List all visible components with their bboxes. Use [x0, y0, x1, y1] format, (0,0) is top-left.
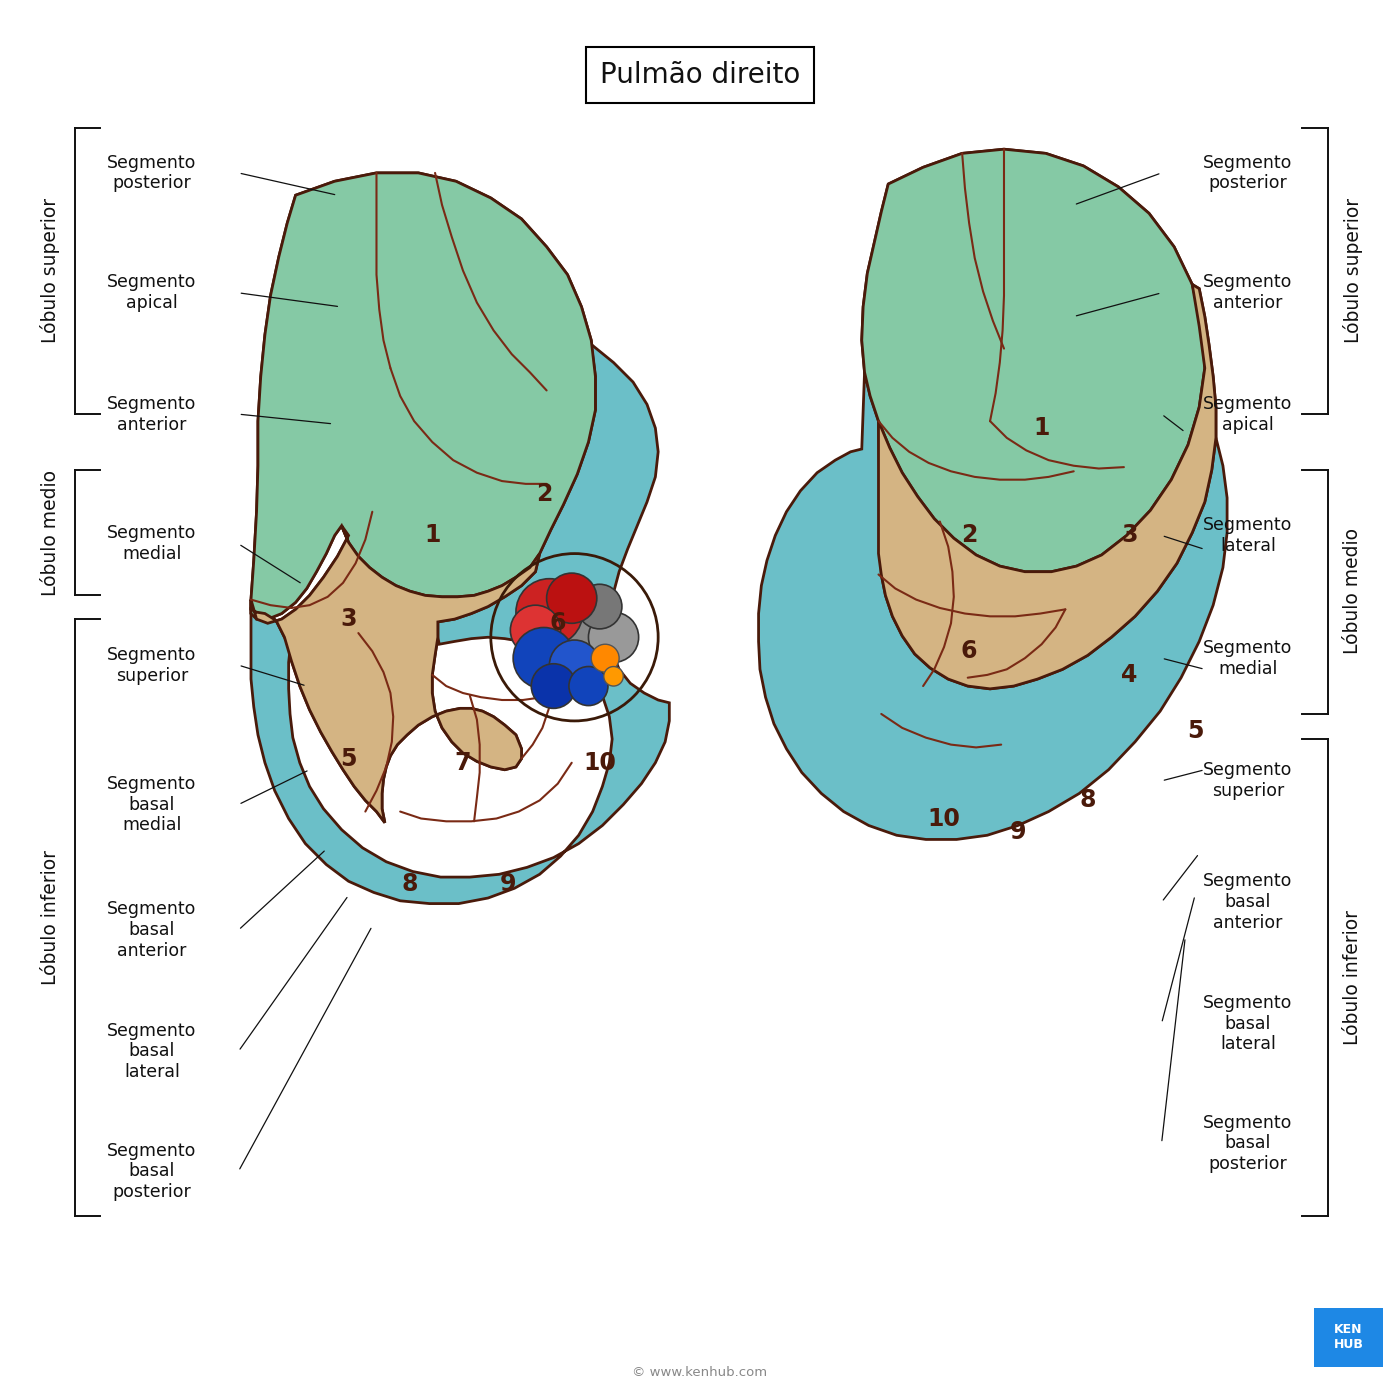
Text: Lóbulo inferior: Lóbulo inferior — [41, 850, 60, 986]
Text: 1: 1 — [424, 524, 441, 547]
Text: KEN
HUB: KEN HUB — [1333, 1323, 1364, 1351]
Text: Segmento
basal
medial: Segmento basal medial — [108, 774, 196, 834]
Polygon shape — [251, 525, 539, 823]
Text: Lóbulo medio: Lóbulo medio — [41, 469, 60, 595]
Polygon shape — [759, 372, 1226, 840]
Polygon shape — [878, 284, 1217, 689]
Circle shape — [546, 573, 596, 623]
Text: Segmento
anterior: Segmento anterior — [1204, 273, 1292, 312]
Text: 5: 5 — [1187, 718, 1203, 742]
Text: Segmento
basal
anterior: Segmento basal anterior — [1204, 872, 1292, 932]
Text: Segmento
superior: Segmento superior — [1204, 762, 1292, 801]
Text: 3: 3 — [340, 608, 357, 631]
Polygon shape — [251, 344, 669, 903]
Text: 6: 6 — [960, 640, 977, 664]
Circle shape — [568, 666, 608, 706]
Text: 4: 4 — [1121, 664, 1138, 687]
Text: Lóbulo superior: Lóbulo superior — [1343, 197, 1362, 343]
Circle shape — [577, 584, 622, 629]
Text: 1: 1 — [1033, 416, 1050, 440]
Text: Lóbulo superior: Lóbulo superior — [41, 197, 60, 343]
Text: Segmento
posterior: Segmento posterior — [1204, 154, 1292, 192]
Polygon shape — [251, 525, 539, 823]
Text: Segmento
lateral: Segmento lateral — [1204, 517, 1292, 554]
Circle shape — [549, 640, 599, 690]
Polygon shape — [862, 150, 1205, 571]
Text: Segmento
medial: Segmento medial — [1204, 638, 1292, 678]
Text: Segmento
basal
lateral: Segmento basal lateral — [108, 1022, 196, 1081]
Text: Segmento
basal
anterior: Segmento basal anterior — [108, 900, 196, 960]
Text: 9: 9 — [500, 872, 515, 896]
Text: Segmento
apical: Segmento apical — [108, 273, 196, 312]
Circle shape — [514, 627, 574, 689]
Circle shape — [591, 644, 619, 672]
Text: 10: 10 — [928, 806, 960, 830]
Polygon shape — [251, 174, 595, 619]
Text: Segmento
superior: Segmento superior — [108, 645, 196, 685]
Circle shape — [603, 666, 623, 686]
Text: 6: 6 — [550, 612, 566, 636]
Text: 2: 2 — [960, 524, 977, 547]
Polygon shape — [251, 174, 595, 619]
FancyBboxPatch shape — [1313, 1308, 1383, 1366]
Text: Segmento
apical: Segmento apical — [1204, 395, 1292, 434]
Text: Segmento
posterior: Segmento posterior — [108, 154, 196, 192]
Text: 8: 8 — [402, 872, 419, 896]
Text: 9: 9 — [1009, 820, 1026, 844]
Text: 7: 7 — [455, 750, 472, 774]
Text: © www.kenhub.com: © www.kenhub.com — [633, 1365, 767, 1379]
Circle shape — [549, 589, 622, 662]
Text: 2: 2 — [536, 482, 552, 505]
Text: Lóbulo medio: Lóbulo medio — [1343, 528, 1362, 654]
Text: Segmento
medial: Segmento medial — [108, 525, 196, 563]
Text: 10: 10 — [584, 750, 616, 774]
Text: 5: 5 — [340, 746, 357, 770]
Text: Pulmão direito: Pulmão direito — [599, 62, 801, 90]
Text: 8: 8 — [1079, 788, 1096, 812]
Text: Lóbulo inferior: Lóbulo inferior — [1343, 910, 1362, 1044]
Polygon shape — [878, 284, 1217, 689]
Circle shape — [588, 612, 638, 662]
Circle shape — [517, 578, 582, 645]
Text: Segmento
anterior: Segmento anterior — [108, 395, 196, 434]
Text: Segmento
basal
posterior: Segmento basal posterior — [108, 1141, 196, 1201]
Circle shape — [511, 605, 560, 655]
Text: Segmento
basal
posterior: Segmento basal posterior — [1204, 1113, 1292, 1173]
Text: Segmento
basal
lateral: Segmento basal lateral — [1204, 994, 1292, 1053]
Polygon shape — [862, 150, 1205, 571]
Circle shape — [531, 664, 575, 708]
Text: 3: 3 — [1121, 524, 1138, 547]
